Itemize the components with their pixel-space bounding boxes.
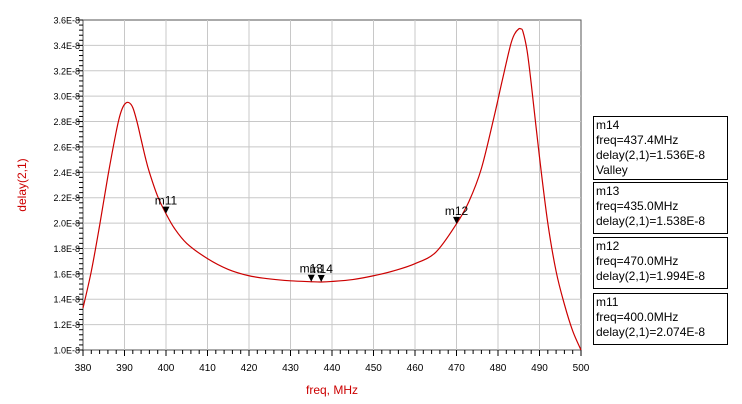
marker-readout-delay: delay(2,1)=1.994E-8 [596,269,706,283]
marker-readout-name: m14 [596,118,620,132]
x-tick-label: 400 [158,363,175,374]
marker-readout-m11: m11 freq=400.0MHz delay(2,1)=2.074E-8 [593,293,728,345]
y-tick-label: 3.6E-8 [53,16,80,26]
x-tick-label: 490 [531,363,548,374]
marker-readout-freq: freq=400.0MHz [596,310,679,324]
x-tick-label: 410 [199,363,216,374]
x-tick-label: 420 [241,363,258,374]
y-tick-label: 1.2E-8 [53,320,80,330]
marker-readout-m14: m14 freq=437.4MHz delay(2,1)=1.536E-8 Va… [593,116,728,180]
marker-m12-label: m12 [445,204,469,218]
y-tick-label: 2.2E-8 [53,193,80,203]
marker-m14-label: m14 [310,262,334,276]
y-tick-label: 2.6E-8 [53,142,80,152]
x-tick-label: 480 [490,363,507,374]
marker-readout-name: m13 [596,184,620,198]
marker-m13-glyph [307,274,315,282]
marker-readout-freq: freq=437.4MHz [596,133,679,147]
delay-curve [82,27,582,351]
y-tick-label: 1.8E-8 [53,244,80,254]
x-tick-label: 460 [407,363,424,374]
marker-m12-glyph [453,216,460,224]
y-tick-label: 3.0E-8 [53,92,80,102]
x-axis-label: freq, MHz [306,383,358,397]
grid [83,20,581,350]
axis-ticks [77,19,582,356]
y-tick-label: 3.2E-8 [53,66,80,76]
marker-readout-type: Valley [596,163,628,177]
y-tick-label: 1.0E-8 [53,346,80,356]
marker-readout-m13: m13 freq=435.0MHz delay(2,1)=1.538E-8 [593,182,728,234]
y-tick-label: 2.4E-8 [53,168,80,178]
marker-readout-m12: m12 freq=470.0MHz delay(2,1)=1.994E-8 [593,237,728,289]
y-tick-label: 2.8E-8 [53,117,80,127]
marker-readout-freq: freq=435.0MHz [596,199,679,213]
y-tick-label: 2.0E-8 [53,219,80,229]
x-tick-labels: 380 390 400 410 420 430 440 450 460 470 480 490 500 [75,363,590,374]
marker-readout-name: m12 [596,239,620,253]
y-tick-label: 1.4E-8 [53,295,80,305]
marker-m14-glyph [317,274,325,282]
y-tick-labels: 1.0E-8 1.2E-8 1.4E-8 1.6E-8 1.8E-8 2.0E-8 2.2E… [53,16,80,356]
y-tick-label: 3.4E-8 [53,41,80,51]
y-axis-label: delay(2,1) [15,158,29,211]
x-tick-label: 440 [324,363,341,374]
marker-readout-name: m11 [596,295,619,309]
marker-m13-label: m13 [300,262,324,276]
x-tick-label: 430 [282,363,299,374]
y-tick-label: 1.6E-8 [53,269,80,279]
marker-readout-delay: delay(2,1)=2.074E-8 [596,325,706,339]
x-tick-label: 380 [75,363,92,374]
marker-m11-glyph [162,206,170,214]
marker-m11-label: m11 [155,194,178,208]
marker-readout-delay: delay(2,1)=1.536E-8 [596,148,706,162]
x-tick-label: 500 [573,363,590,374]
marker-readout-delay: delay(2,1)=1.538E-8 [596,214,706,228]
x-tick-label: 470 [448,363,465,374]
marker-readout-freq: freq=470.0MHz [596,254,679,268]
x-tick-label: 450 [365,363,382,374]
x-tick-label: 390 [116,363,133,374]
